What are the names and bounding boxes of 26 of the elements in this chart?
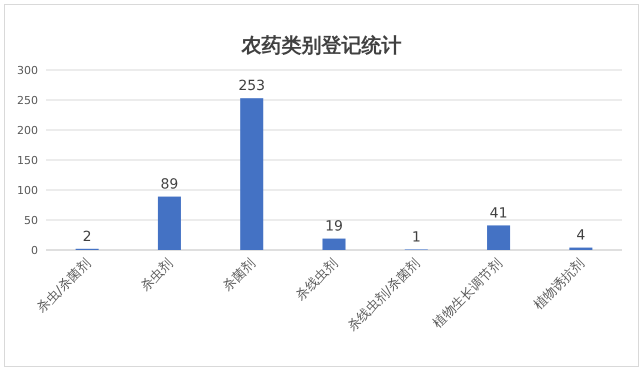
y-tick-label: 250 (17, 94, 38, 107)
bar (158, 196, 181, 250)
bar (487, 225, 510, 250)
y-tick-label: 200 (17, 124, 38, 137)
data-label: 89 (160, 176, 178, 193)
data-label: 41 (490, 205, 508, 222)
x-tick-label: 杀菌剂 (220, 256, 259, 294)
y-tick-label: 100 (17, 184, 38, 197)
x-tick-label: 杀虫剂 (137, 256, 176, 294)
x-tick-label: 杀线虫剂 (292, 256, 341, 304)
chart-title: 农药类别登记统计 (240, 33, 402, 57)
y-tick-label: 150 (17, 154, 38, 167)
y-tick-label: 0 (31, 244, 38, 257)
y-tick-label: 50 (24, 214, 38, 227)
bar (322, 238, 346, 250)
data-label: 253 (238, 78, 266, 94)
x-tick-label: 植物诱抗剂 (530, 256, 588, 313)
data-label: 19 (325, 218, 343, 235)
x-tick-label: 杀虫/杀菌剂 (34, 256, 94, 316)
x-tick-label: 植物生长调节剂 (430, 256, 506, 332)
data-label: 1 (412, 229, 421, 246)
bar (240, 98, 264, 250)
data-label: 2 (82, 228, 92, 245)
x-tick-label: 杀线虫剂/杀菌剂 (344, 256, 424, 334)
y-tick-label: 300 (17, 64, 38, 77)
data-label: 4 (576, 228, 586, 244)
